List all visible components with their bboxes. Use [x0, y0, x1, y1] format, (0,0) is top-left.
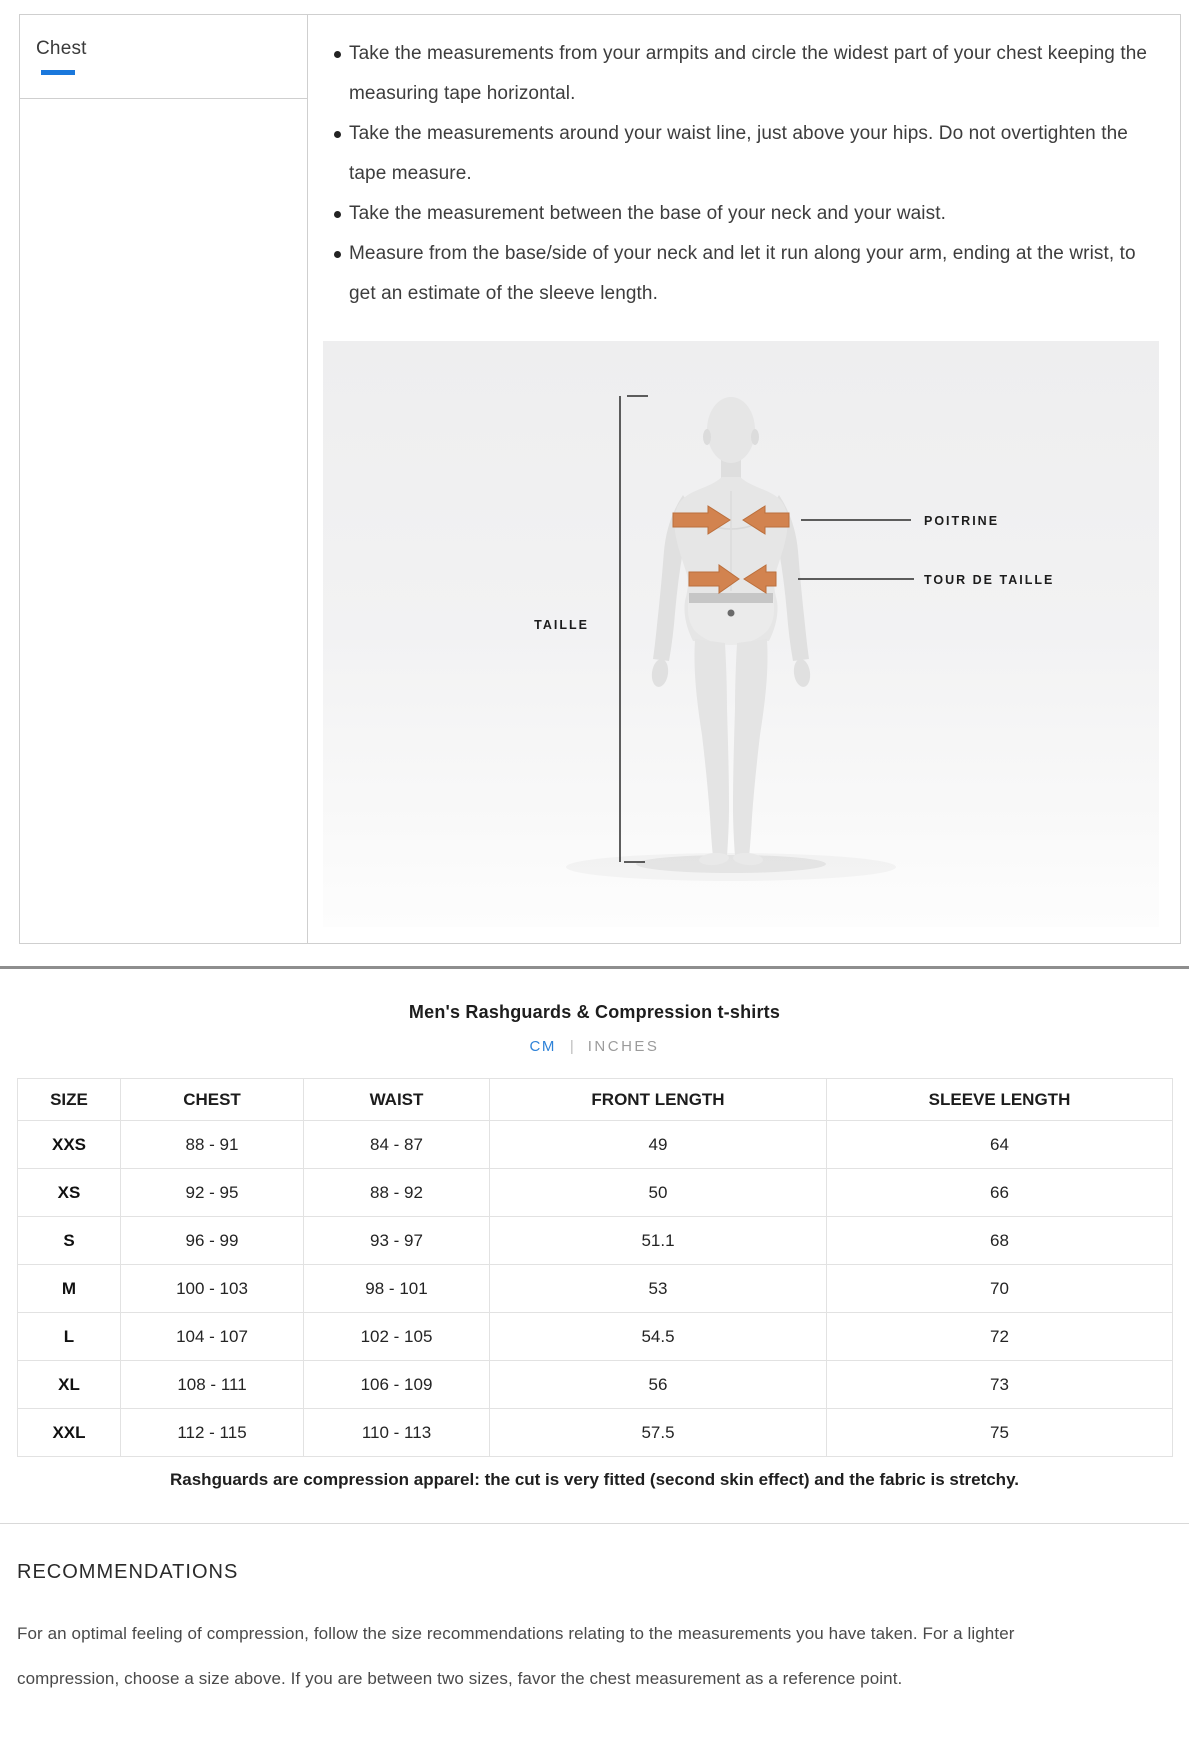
table-row: XXS 88 - 91 84 - 87 49 64 [17, 1120, 1173, 1169]
cell-sleeve-length: 66 [826, 1168, 1173, 1217]
cell-front-length: 49 [489, 1120, 827, 1169]
compression-note: Rashguards are compression apparel: the … [170, 1470, 1019, 1489]
cell-chest: 96 - 99 [120, 1216, 304, 1265]
instruction-item: Take the measurements from your armpits … [323, 34, 1153, 114]
cell-sleeve-length: 73 [826, 1360, 1173, 1409]
header-front-length: FRONT LENGTH [489, 1078, 827, 1121]
cell-waist: 84 - 87 [303, 1120, 490, 1169]
cell-sleeve-length: 70 [826, 1264, 1173, 1313]
cell-front-length: 53 [489, 1264, 827, 1313]
cell-size: S [17, 1216, 121, 1265]
waist-arrow-right [743, 564, 777, 594]
mannequin-right-leg [733, 639, 768, 857]
mannequin-head [707, 397, 755, 463]
mannequin-left-hand [651, 659, 669, 687]
cell-sleeve-length: 68 [826, 1216, 1173, 1265]
chest-arrow-right [742, 505, 790, 535]
cell-front-length: 57.5 [489, 1408, 827, 1457]
cell-chest: 104 - 107 [120, 1312, 304, 1361]
header-size: SIZE [17, 1078, 121, 1121]
measurement-instructions: Take the measurements from your armpits … [308, 15, 1180, 943]
cell-size: XL [17, 1360, 121, 1409]
tab-chest[interactable]: Chest [20, 15, 307, 99]
cell-waist: 102 - 105 [303, 1312, 490, 1361]
unit-toggle: CM | INCHES [0, 1038, 1189, 1055]
cell-size: XS [17, 1168, 121, 1217]
tour-de-taille-label: TOUR DE TAILLE [924, 573, 1054, 587]
cell-chest: 108 - 111 [120, 1360, 304, 1409]
mannequin-ear [703, 429, 711, 445]
size-guide-panel: Chest Take the measurements from your ar… [19, 14, 1181, 944]
chest-arrow-left [672, 505, 731, 535]
cell-sleeve-length: 75 [826, 1408, 1173, 1457]
cell-front-length: 56 [489, 1360, 827, 1409]
instruction-item: Take the measurements around your waist … [323, 114, 1153, 194]
header-sleeve-length: SLEEVE LENGTH [826, 1078, 1173, 1121]
section-divider [0, 1523, 1189, 1524]
cell-front-length: 54.5 [489, 1312, 827, 1361]
mannequin-left-leg [694, 639, 729, 857]
cell-size: L [17, 1312, 121, 1361]
recommendations-body: For an optimal feeling of compression, f… [17, 1624, 1015, 1688]
table-header-row: SIZE CHEST WAIST FRONT LENGTH SLEEVE LEN… [17, 1078, 1173, 1121]
table-row: XL 108 - 111 106 - 109 56 73 [17, 1360, 1173, 1409]
cell-waist: 106 - 109 [303, 1360, 490, 1409]
header-waist: WAIST [303, 1078, 490, 1121]
taille-label: TAILLE [534, 618, 589, 632]
cell-chest: 92 - 95 [120, 1168, 304, 1217]
mannequin-right-foot [733, 852, 763, 866]
cell-front-length: 50 [489, 1168, 827, 1217]
cell-waist: 88 - 92 [303, 1168, 490, 1217]
mannequin-briefs-button [727, 609, 735, 617]
tab-column: Chest [20, 15, 308, 943]
table-row: S 96 - 99 93 - 97 51.1 68 [17, 1216, 1173, 1265]
section-divider [0, 966, 1189, 969]
cell-chest: 112 - 115 [120, 1408, 304, 1457]
cell-chest: 100 - 103 [120, 1264, 304, 1313]
table-row: XXL 112 - 115 110 - 113 57.5 75 [17, 1408, 1173, 1457]
table-row: M 100 - 103 98 - 101 53 70 [17, 1264, 1173, 1313]
mannequin-measurement-image: TAILLE POITRINE TOUR DE TAILLE [323, 341, 1159, 927]
cell-waist: 110 - 113 [303, 1408, 490, 1457]
cell-size: M [17, 1264, 121, 1313]
cell-sleeve-length: 72 [826, 1312, 1173, 1361]
cell-sleeve-length: 64 [826, 1120, 1173, 1169]
recommendations-heading: RECOMMENDATIONS [17, 1561, 239, 1583]
floor-shadow [636, 855, 826, 873]
mannequin-figure: TAILLE POITRINE TOUR DE TAILLE [534, 395, 1054, 873]
cell-size: XXL [17, 1408, 121, 1457]
waist-arrow-left [688, 564, 740, 594]
instruction-list: Take the measurements from your armpits … [323, 34, 1180, 314]
mannequin-waistband [689, 593, 773, 603]
size-table: SIZE CHEST WAIST FRONT LENGTH SLEEVE LEN… [17, 1078, 1173, 1457]
size-guide-title: Men's Rashguards & Compression t-shirts [408, 1002, 781, 1022]
cell-waist: 93 - 97 [303, 1216, 490, 1265]
cell-size: XXS [17, 1120, 121, 1169]
table-row: L 104 - 107 102 - 105 54.5 72 [17, 1312, 1173, 1361]
table-row: XS 92 - 95 88 - 92 50 66 [17, 1168, 1173, 1217]
mannequin-ear [751, 429, 759, 445]
mannequin-left-foot [699, 852, 729, 866]
header-chest: CHEST [120, 1078, 304, 1121]
instruction-item: Take the measurement between the base of… [323, 194, 1153, 234]
mannequin-briefs [687, 595, 775, 645]
instruction-item: Measure from the base/side of your neck … [323, 234, 1153, 314]
unit-inches-option[interactable]: INCHES [587, 1038, 660, 1055]
tab-chest-label: Chest [36, 38, 87, 59]
unit-cm-option[interactable]: CM [529, 1038, 556, 1055]
mannequin-right-hand [793, 659, 811, 687]
cell-waist: 98 - 101 [303, 1264, 490, 1313]
poitrine-label: POITRINE [924, 514, 999, 528]
active-tab-indicator [41, 70, 75, 75]
cell-chest: 88 - 91 [120, 1120, 304, 1169]
cell-front-length: 51.1 [489, 1216, 827, 1265]
unit-separator: | [569, 1038, 574, 1055]
